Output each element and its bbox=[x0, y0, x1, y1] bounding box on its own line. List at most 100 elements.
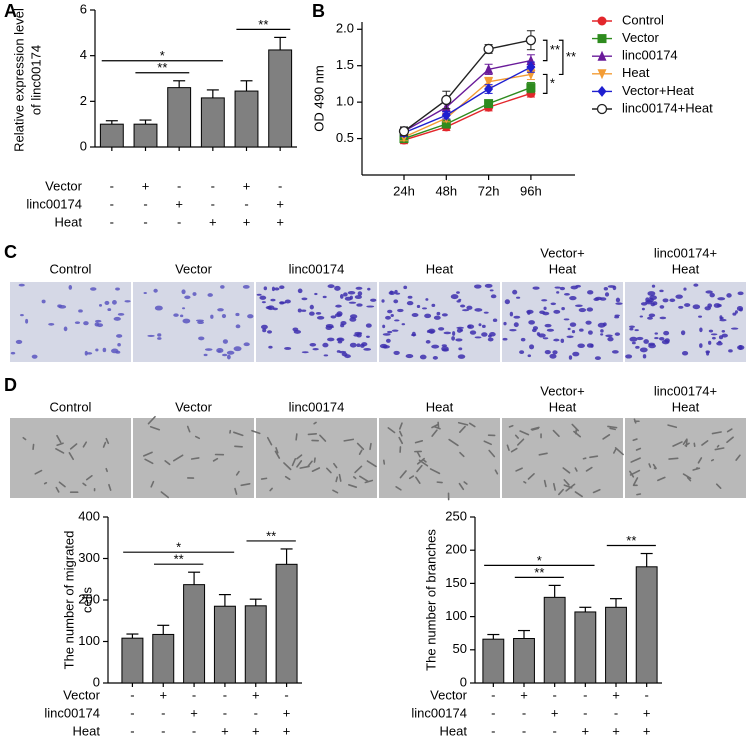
cell-stain bbox=[322, 295, 327, 299]
cell-stain bbox=[614, 315, 620, 319]
y-tick-label: 300 bbox=[78, 550, 100, 565]
tube-segment bbox=[307, 460, 313, 467]
significance-label: ** bbox=[566, 49, 576, 64]
cell-stain bbox=[466, 305, 473, 310]
condition-sign: - bbox=[143, 214, 147, 229]
cell-stain bbox=[422, 307, 427, 310]
cell-stain bbox=[41, 299, 46, 304]
cell-stain bbox=[559, 286, 566, 291]
cell-stain bbox=[309, 304, 314, 310]
cell-stain bbox=[328, 325, 335, 329]
micrograph-background bbox=[625, 418, 746, 498]
significance-label: * bbox=[176, 540, 181, 555]
cell-stain bbox=[659, 305, 665, 309]
cell-stain bbox=[460, 304, 466, 308]
cell-stain bbox=[631, 341, 636, 345]
cell-stain bbox=[181, 289, 186, 295]
image-caption: linc00174 bbox=[289, 261, 345, 276]
tube-segment bbox=[636, 493, 642, 496]
cell-stain bbox=[717, 297, 726, 301]
cell-stain bbox=[360, 343, 365, 348]
bar bbox=[99, 123, 124, 148]
condition-sign: - bbox=[177, 214, 181, 229]
tube-segment bbox=[212, 457, 219, 462]
bar bbox=[635, 566, 658, 684]
tube-segment bbox=[172, 454, 184, 462]
condition-sign: - bbox=[583, 687, 587, 702]
tube-segment bbox=[523, 481, 527, 484]
data-point bbox=[483, 43, 494, 55]
cell-stain bbox=[340, 321, 347, 326]
tube-segment bbox=[429, 468, 441, 475]
data-point bbox=[525, 35, 537, 46]
cell-stain bbox=[569, 322, 577, 327]
tube-segment bbox=[630, 457, 641, 463]
cell-stain bbox=[546, 328, 555, 332]
cell-stain bbox=[659, 289, 664, 293]
condition-sign: - bbox=[522, 705, 526, 720]
tube-segment bbox=[648, 463, 652, 468]
tube-segment bbox=[234, 487, 238, 495]
cell-stain bbox=[710, 333, 718, 336]
image-caption: Heat bbox=[672, 261, 700, 276]
cell-stain bbox=[513, 315, 521, 319]
cell-stain bbox=[692, 304, 701, 310]
cell-stain bbox=[594, 356, 601, 361]
condition-sign: - bbox=[223, 687, 227, 702]
cell-stain bbox=[549, 353, 557, 359]
tube-segment bbox=[266, 436, 273, 446]
image-caption: Vector+ bbox=[540, 245, 584, 260]
panel-letter: D bbox=[4, 375, 17, 395]
tube-segment bbox=[85, 474, 93, 481]
cell-stain bbox=[322, 342, 329, 348]
cell-stain bbox=[602, 322, 607, 327]
tube-segment bbox=[102, 441, 107, 448]
cell-stain bbox=[222, 353, 228, 357]
cell-stain bbox=[363, 347, 372, 351]
condition-sign: + bbox=[252, 723, 260, 738]
tube-segment bbox=[589, 455, 599, 459]
cell-stain bbox=[341, 352, 348, 357]
condition-sign: + bbox=[643, 705, 651, 720]
cell-stain bbox=[217, 308, 224, 312]
cell-stain bbox=[335, 304, 342, 308]
cell-stain bbox=[179, 314, 184, 318]
cell-stain bbox=[654, 337, 659, 340]
cell-stain bbox=[698, 315, 703, 318]
cell-stain bbox=[721, 329, 726, 333]
cell-stain bbox=[327, 337, 335, 342]
cell-stain bbox=[662, 298, 669, 303]
cell-stain bbox=[441, 344, 447, 347]
cell-stain bbox=[407, 295, 413, 299]
tube-segment bbox=[686, 476, 692, 482]
cell-stain bbox=[503, 321, 507, 326]
tube-segment bbox=[186, 425, 191, 433]
cell-stain bbox=[438, 327, 445, 331]
tube-segment bbox=[433, 425, 441, 430]
data-point bbox=[441, 119, 451, 129]
tube-segment bbox=[527, 473, 535, 480]
cell-stain bbox=[57, 304, 63, 308]
cell-stain bbox=[543, 306, 547, 311]
significance-label: * bbox=[550, 75, 555, 90]
series-line bbox=[403, 39, 532, 132]
tube-segment bbox=[633, 418, 637, 424]
tube-segment bbox=[701, 440, 709, 446]
cell-stain bbox=[487, 337, 494, 342]
cell-stain bbox=[509, 311, 514, 317]
legend-label: linc00174 bbox=[622, 48, 678, 63]
cell-stain bbox=[651, 284, 656, 288]
tube-segment bbox=[612, 448, 617, 454]
cell-stain bbox=[10, 351, 16, 355]
cell-stain bbox=[469, 330, 477, 335]
y-axis-label-line: cells bbox=[79, 587, 94, 614]
tube-segment bbox=[69, 443, 78, 450]
tube-segment bbox=[251, 429, 261, 435]
tube-segment bbox=[414, 439, 424, 444]
tube-segment bbox=[562, 467, 571, 474]
cell-stain bbox=[456, 291, 460, 294]
tube-segment bbox=[574, 491, 583, 498]
condition-name: Vector bbox=[45, 178, 83, 193]
legend-label: Vector bbox=[622, 30, 660, 45]
